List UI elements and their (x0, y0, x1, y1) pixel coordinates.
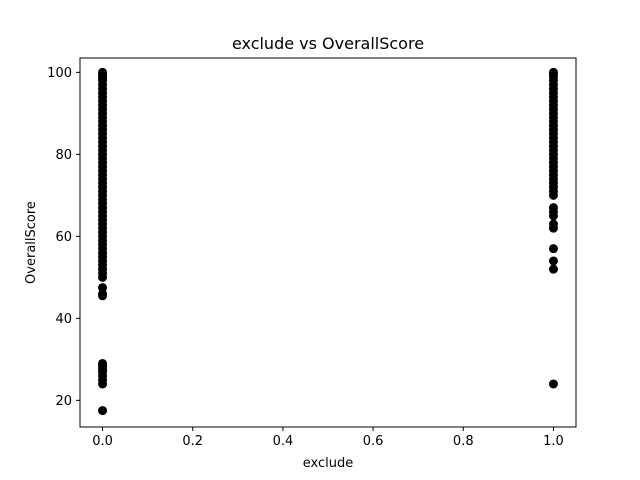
scatter-point (548, 211, 558, 221)
scatter-point (548, 223, 558, 233)
x-tick-label: 0.6 (363, 434, 384, 449)
scatter-point (548, 264, 558, 274)
scatter-points (98, 67, 558, 416)
y-axis-ticks: 20 40 60 80 100 (47, 66, 80, 409)
y-tick-label: 100 (47, 66, 72, 81)
x-tick-label: 0.8 (453, 434, 474, 449)
x-axis-label: exclude (303, 456, 353, 471)
scatter-point (548, 379, 558, 389)
scatter-point (98, 379, 108, 389)
x-axis-ticks: 0.0 0.2 0.4 0.6 0.8 1.0 (92, 427, 564, 449)
scatter-point (98, 283, 108, 293)
scatter-point (98, 406, 108, 416)
x-tick-label: 0.0 (92, 434, 113, 449)
y-axis-label: OverallScore (24, 201, 39, 284)
x-tick-label: 0.4 (273, 434, 294, 449)
chart-title: exclude vs OverallScore (232, 34, 424, 53)
x-tick-label: 0.2 (182, 434, 203, 449)
scatter-point (98, 291, 108, 301)
y-tick-label: 20 (55, 394, 72, 409)
scatter-point (548, 244, 558, 254)
y-tick-label: 40 (55, 312, 72, 327)
scatter-point (548, 190, 558, 200)
plot-area-frame (79, 57, 577, 428)
scatter-point (548, 256, 558, 266)
y-tick-label: 60 (55, 230, 72, 245)
x-tick-label: 1.0 (543, 434, 564, 449)
y-tick-label: 80 (55, 148, 72, 163)
scatter-point (98, 272, 108, 282)
